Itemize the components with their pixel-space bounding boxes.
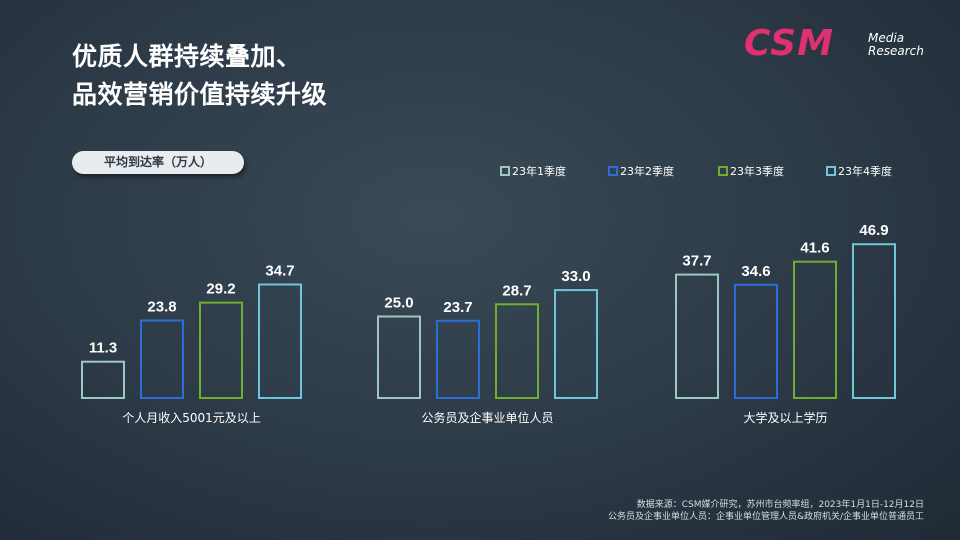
data-label: 37.7 xyxy=(682,253,711,270)
legend-swatch xyxy=(718,166,728,176)
bar xyxy=(554,289,598,400)
legend-swatch xyxy=(826,166,836,176)
data-label: 25.0 xyxy=(384,295,413,312)
data-label: 33.0 xyxy=(561,268,590,285)
bar xyxy=(436,319,480,400)
category-label: 公务员及企事业单位人员 xyxy=(421,410,553,425)
title-line-1: 优质人群持续叠加、 xyxy=(72,42,302,71)
legend-item: 23年3季度 xyxy=(718,164,784,180)
category-label: 个人月收入5001元及以上 xyxy=(122,411,261,425)
source-note: 数据来源：CSM媒介研究，苏州市台频率组，2023年1月1日-12月12日 公务… xyxy=(608,499,924,523)
logo-line-1: Media xyxy=(868,31,905,45)
logo-mark: CSM xyxy=(744,23,834,64)
logo-line-2: Research xyxy=(868,44,924,58)
source-line-1: 数据来源：CSM媒介研究，苏州市台频率组，2023年1月1日-12月12日 xyxy=(636,500,924,510)
bar xyxy=(81,360,125,399)
legend-swatch xyxy=(500,166,510,176)
data-label: 46.9 xyxy=(859,222,888,239)
category-label: 大学及以上学历 xyxy=(743,410,827,425)
bar xyxy=(852,243,896,399)
metric-label-pill: 平均到达率（万人） xyxy=(72,151,244,174)
bar xyxy=(258,283,302,399)
data-label: 23.7 xyxy=(443,299,472,316)
legend-label: 23年4季度 xyxy=(838,165,892,178)
logo-subtitle: Media Research xyxy=(868,32,924,58)
legend-item: 23年1季度 xyxy=(500,164,566,180)
data-label: 28.7 xyxy=(502,282,531,299)
bar xyxy=(793,260,837,399)
csm-logo: CSM Media Research xyxy=(744,24,934,68)
data-label: 34.6 xyxy=(741,263,770,280)
data-label: 41.6 xyxy=(800,240,829,257)
legend-swatch xyxy=(608,166,618,176)
data-label: 29.2 xyxy=(206,281,235,298)
legend-label: 23年3季度 xyxy=(730,165,784,178)
bar xyxy=(140,319,184,399)
bar xyxy=(734,283,778,400)
bar xyxy=(495,303,539,400)
title-line-2: 品效营销价值持续升级 xyxy=(72,80,328,109)
page-title: 优质人群持续叠加、 品效营销价值持续升级 xyxy=(72,38,327,114)
legend-label: 23年2季度 xyxy=(620,165,674,178)
bar xyxy=(199,301,243,400)
data-label: 11.3 xyxy=(89,340,117,357)
legend-item: 23年2季度 xyxy=(608,164,674,180)
bar xyxy=(675,273,719,399)
legend-item: 23年4季度 xyxy=(826,164,892,180)
data-label: 23.8 xyxy=(147,298,176,315)
legend-label: 23年1季度 xyxy=(512,165,566,178)
data-label: 34.7 xyxy=(265,262,294,279)
source-line-2: 公务员及企事业单位人员：企事业单位管理人员&政府机关/企事业单位普通员工 xyxy=(607,512,924,522)
bar xyxy=(377,315,421,399)
